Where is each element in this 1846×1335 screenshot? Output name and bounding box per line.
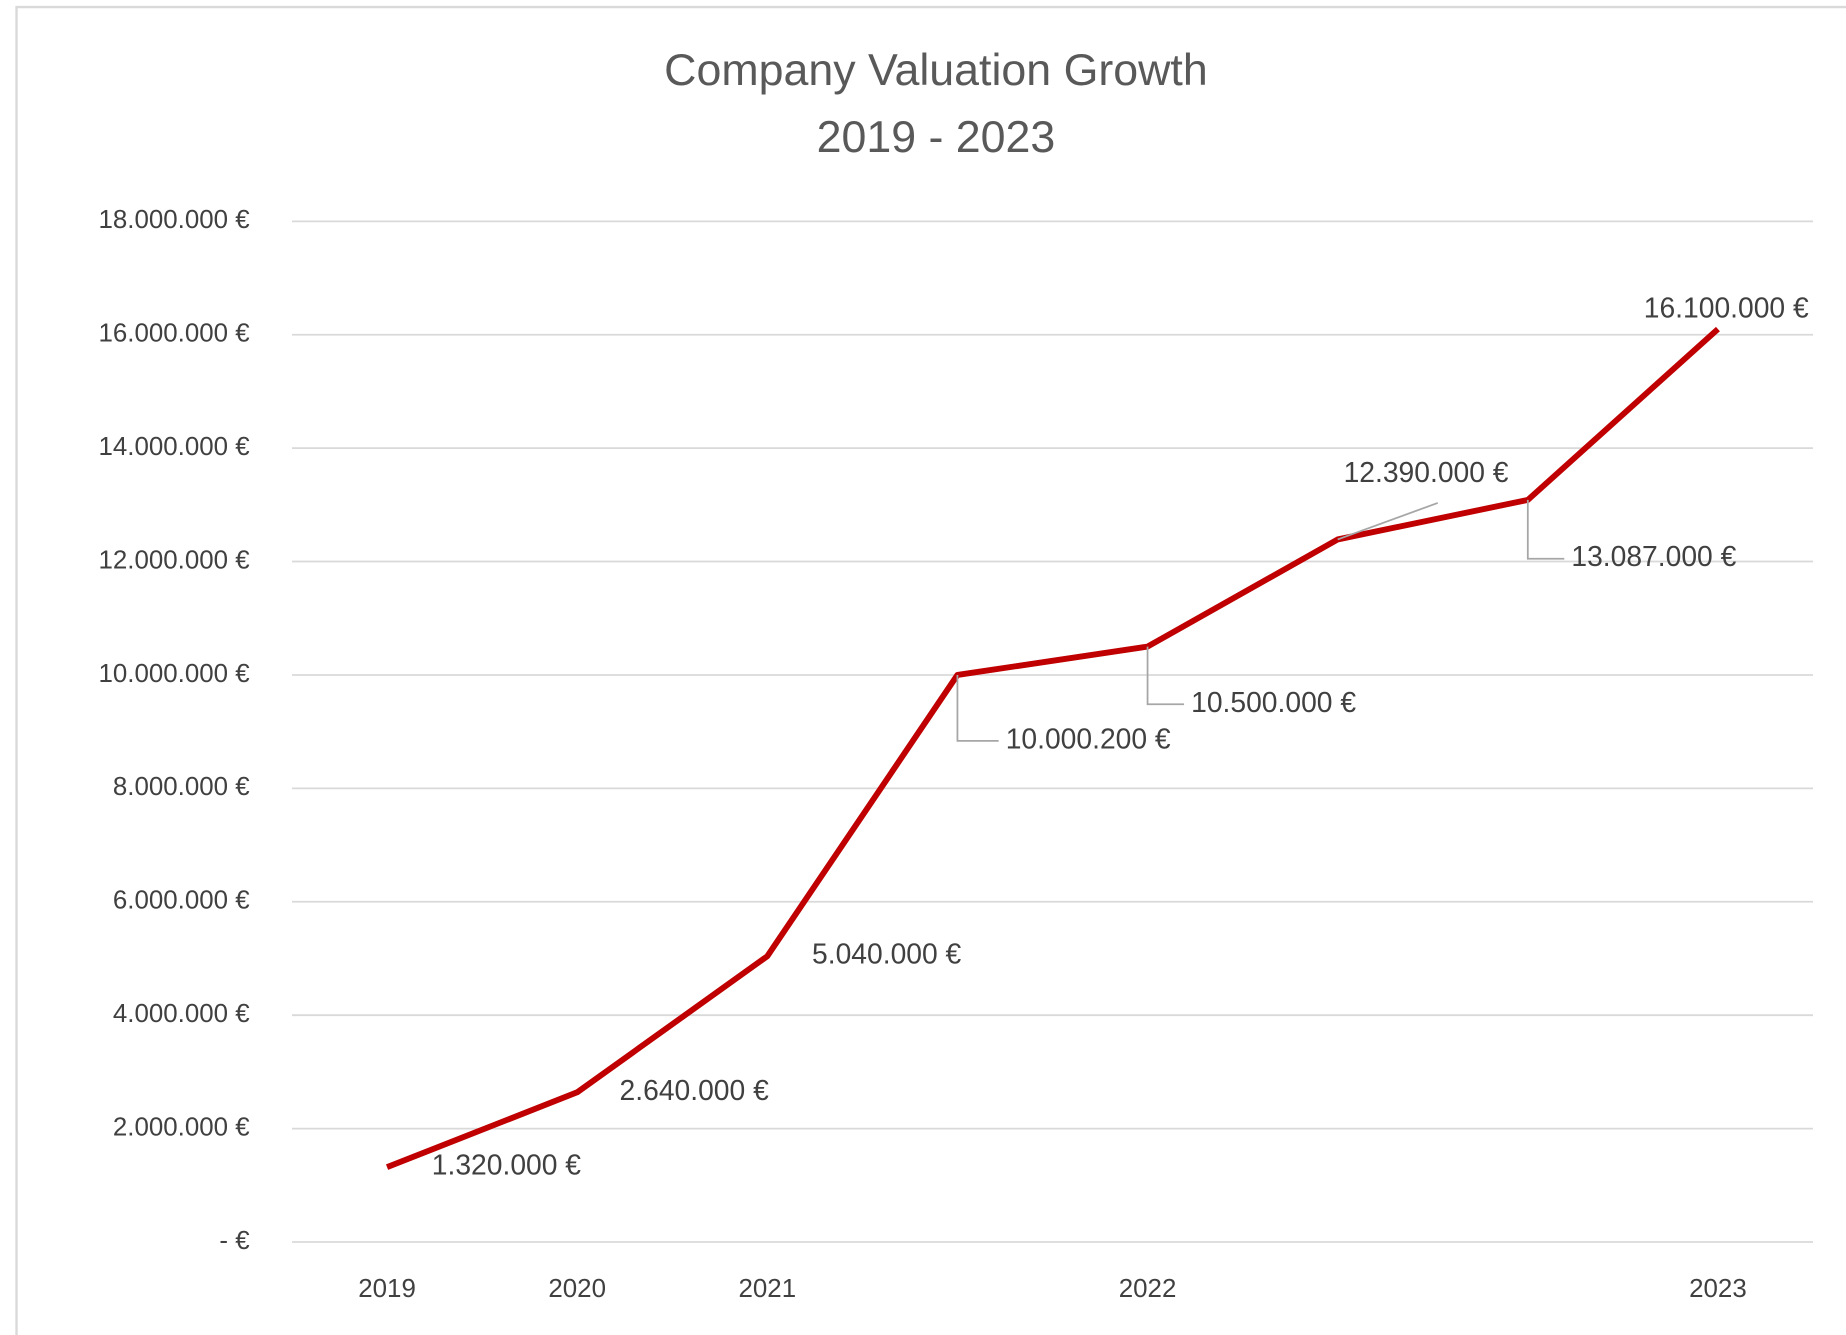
leader-line xyxy=(956,674,999,742)
data-label: 1.320.000 € xyxy=(432,1149,582,1181)
x-tick-label: 2019 xyxy=(358,1275,416,1303)
leader-line xyxy=(1146,646,1185,706)
leader-line xyxy=(1526,499,1565,560)
x-tick-label: 2023 xyxy=(1689,1275,1747,1303)
data-label: 12.390.000 € xyxy=(1344,456,1509,488)
data-label: 10.000.200 € xyxy=(1006,722,1171,754)
x-tick-label: 2020 xyxy=(548,1275,606,1303)
y-tick-label: 2.000.000 € xyxy=(113,1113,250,1141)
y-tick-label: 18.000.000 € xyxy=(99,206,251,234)
data-label: 2.640.000 € xyxy=(620,1074,770,1106)
y-tick-label: 14.000.000 € xyxy=(99,433,251,461)
chart-subtitle: 2019 - 2023 xyxy=(817,113,1056,162)
y-tick-label: 16.000.000 € xyxy=(99,320,251,348)
data-label: 16.100.000 € xyxy=(1644,292,1809,324)
data-label: 10.500.000 € xyxy=(1191,686,1356,718)
x-tick-label: 2021 xyxy=(739,1275,797,1303)
data-label: 5.040.000 € xyxy=(812,938,962,970)
chart-frame xyxy=(15,5,1846,1335)
line-series xyxy=(385,326,1720,1170)
chart-title: Company Valuation Growth xyxy=(664,46,1208,95)
y-tick-label: 10.000.000 € xyxy=(99,660,251,688)
x-tick-label: 2022 xyxy=(1119,1275,1177,1303)
y-tick-label: 12.000.000 € xyxy=(99,546,251,574)
leader-line xyxy=(1337,502,1439,541)
y-tick-label: 6.000.000 € xyxy=(113,887,250,915)
data-label: 13.087.000 € xyxy=(1571,540,1736,572)
y-tick-label: - € xyxy=(219,1227,250,1255)
y-tick-label: 8.000.000 € xyxy=(113,773,250,801)
y-tick-label: 4.000.000 € xyxy=(113,1000,250,1028)
